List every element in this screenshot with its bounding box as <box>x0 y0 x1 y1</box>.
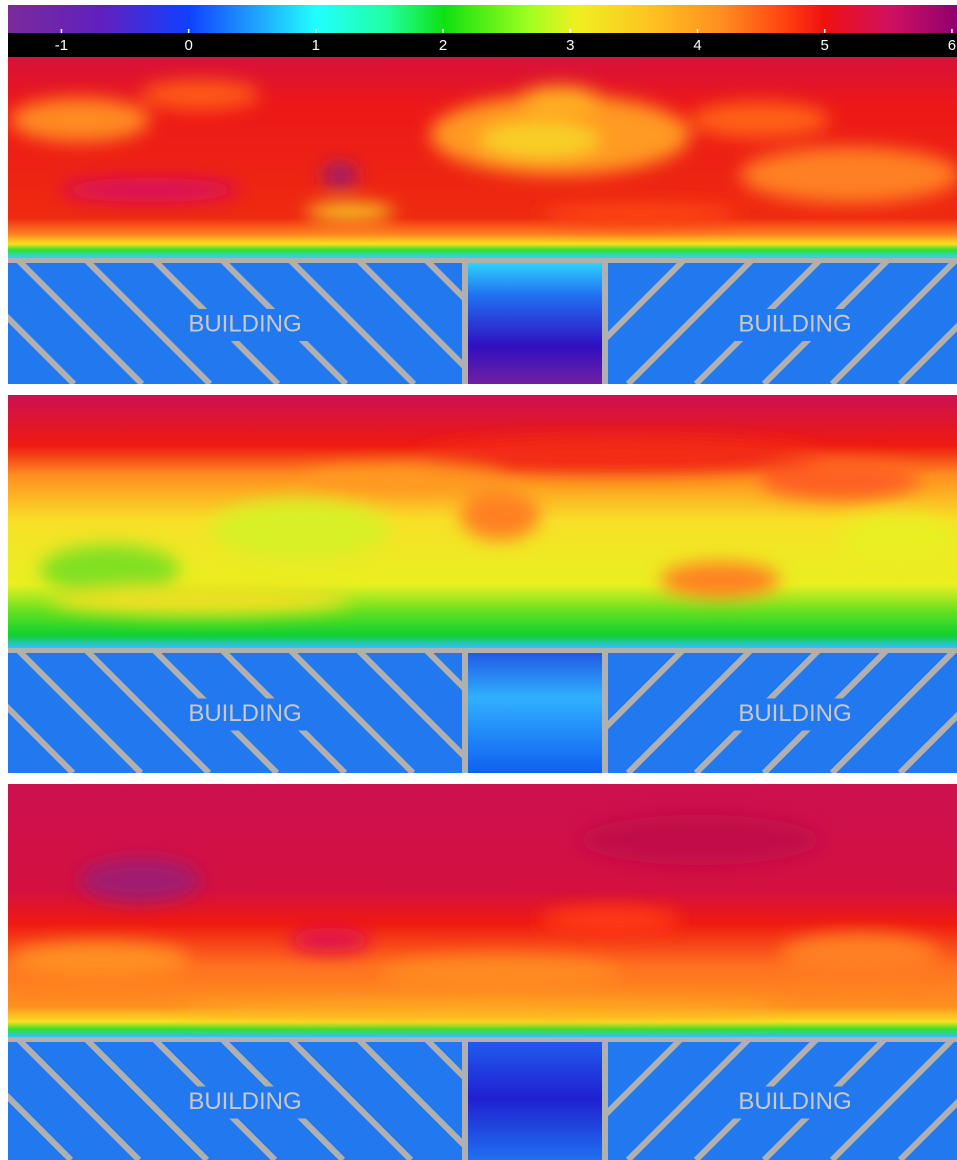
field-panel-1 <box>8 57 957 258</box>
page: {"colorbar": {"ticks": [-1, 0, 1, 2, 3, … <box>0 0 957 1160</box>
wall <box>462 648 468 773</box>
roof-line <box>8 258 957 263</box>
wall <box>602 648 608 773</box>
hatch-line <box>0 648 5 773</box>
cavity <box>465 258 605 384</box>
colorbar-tick-label: 3 <box>566 37 574 54</box>
colorbar-tick-label: 1 <box>312 37 320 54</box>
building-label: BUILDING <box>738 700 851 727</box>
colorbar-tick-label: 2 <box>439 37 447 54</box>
colorbar-tick-label: -1 <box>55 37 68 54</box>
field-panel-2 <box>8 395 957 648</box>
roof-line <box>8 1037 957 1042</box>
hatch-line <box>0 258 6 384</box>
building-label: BUILDING <box>188 310 301 337</box>
building-row: BUILDING BUILDING <box>0 648 957 773</box>
building-label: BUILDING <box>738 310 851 337</box>
figure: -1 0 1 2 3 4 5 6 <box>0 0 957 1160</box>
building-label: BUILDING <box>738 1088 851 1115</box>
field-base <box>8 784 957 1037</box>
colorbar-gradient <box>8 5 957 33</box>
wall <box>602 258 608 384</box>
wall <box>602 1037 608 1160</box>
field-panel-3 <box>8 784 957 1037</box>
roof-line <box>8 648 957 653</box>
building-label: BUILDING <box>188 700 301 727</box>
building-row: BUILDING BUILDING <box>0 258 957 384</box>
wall <box>462 258 468 384</box>
cavity <box>465 1037 605 1160</box>
wall <box>462 1037 468 1160</box>
colorbar-tick-label: 4 <box>693 37 701 54</box>
colorbar-band <box>8 33 957 57</box>
colorbar-tick-label: 5 <box>821 37 829 54</box>
cavity <box>465 648 605 773</box>
building-label: BUILDING <box>188 1088 301 1115</box>
building-row: BUILDING BUILDING <box>0 1037 957 1160</box>
hatch-line <box>0 1037 3 1160</box>
colorbar-tick-label: 0 <box>184 37 192 54</box>
colorbar-tick-label: 6 <box>948 37 956 54</box>
